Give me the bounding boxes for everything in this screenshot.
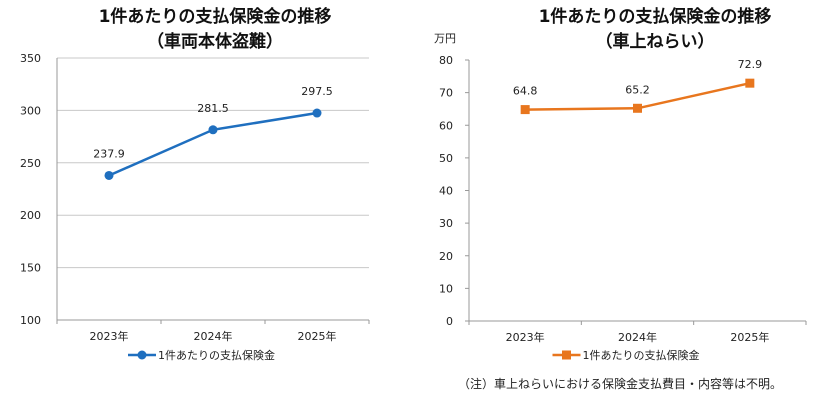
data-point [104,170,114,180]
x-tick-label: 2025年 [730,330,769,344]
y-tick-label: 30 [439,217,453,230]
x-tick-label: 2025年 [298,329,337,343]
data-point [745,78,755,88]
y-tick-label: 250 [20,157,41,170]
data-label: 65.2 [625,83,650,96]
y-tick-label: 150 [20,262,41,275]
data-label: 237.9 [93,147,125,160]
y-tick-label: 80 [439,54,453,67]
data-label: 64.8 [513,85,538,98]
y-tick-label: 50 [439,152,453,165]
x-tick-label: 2024年 [194,329,233,343]
legend-label: 1件あたりの支払保険金 [583,348,700,362]
data-point [312,108,322,118]
footnote: （注）車上ねらいにおける保険金支払費目・内容等は不明。 [458,377,783,391]
y-tick-label: 20 [439,250,453,263]
legend-marker [137,350,147,360]
chart-subtitle: （車両本体盗難） [147,31,283,52]
chart-title: 1件あたりの支払保険金の推移 [99,6,332,27]
y-tick-label: 100 [20,314,41,327]
data-label: 281.5 [197,102,229,115]
y-tick-label: 10 [439,282,453,295]
y-tick-label: 0 [446,315,453,328]
y-tick-label: 350 [20,52,41,65]
legend-marker [562,350,571,360]
legend-label: 1件あたりの支払保険金 [158,348,275,362]
y-tick-label: 60 [439,119,453,132]
x-tick-label: 2023年 [90,329,129,343]
y-tick-label: 200 [20,209,41,222]
y-tick-label: 300 [20,104,41,117]
data-point [633,103,642,113]
y-tick-label: 40 [439,185,453,198]
data-point [208,125,218,135]
data-label: 72.9 [738,58,763,71]
chart-title: 1件あたりの支払保険金の推移 [539,6,772,27]
data-label: 297.5 [301,85,333,98]
y-tick-label: 70 [439,87,453,100]
series-line [108,111,318,177]
x-tick-label: 2024年 [618,330,657,344]
x-tick-label: 2023年 [506,330,545,344]
chart-subtitle: （車上ねらい） [596,31,715,52]
y-axis-unit: 万円 [434,32,456,45]
data-point [520,105,530,115]
